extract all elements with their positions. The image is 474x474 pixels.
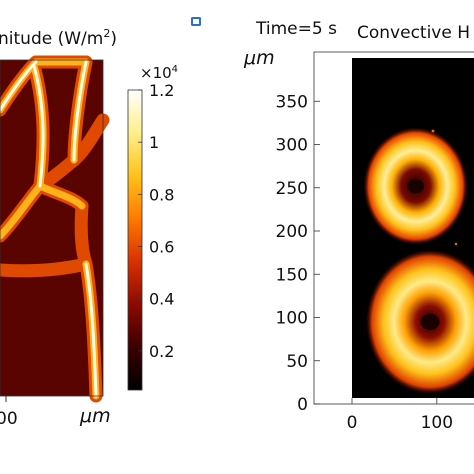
colorbar-tick-label: 1.2 xyxy=(149,81,174,100)
speckle xyxy=(454,242,458,246)
colorbar-tick-label: 1 xyxy=(149,133,159,152)
colorbar-tick-label: 0.8 xyxy=(149,185,174,204)
y-tick-label: 0 xyxy=(297,395,308,415)
left-x-unit: μm xyxy=(79,405,111,427)
right-title: Convective H xyxy=(357,23,470,43)
colorbar-tick-label: 0.2 xyxy=(149,342,174,361)
colorbar-exponent: ×104 xyxy=(140,64,178,82)
right-y-axis: 0 50 100 150 200 250 300 350 xyxy=(276,92,320,415)
left-heatmap-frame xyxy=(0,59,104,397)
y-tick-label: 50 xyxy=(286,352,308,372)
right-panel: Time=5 s Convective H μm 0 50 100 150 200 250… xyxy=(243,19,474,433)
time-label: Time=5 s xyxy=(255,19,337,39)
colorbar-tick-label: 0.6 xyxy=(149,238,174,257)
hotspot-lower-core xyxy=(420,313,440,331)
colorbar: ×104 1.2 1 0.8 0.6 0.4 0.2 xyxy=(127,64,178,391)
hotspot-upper-core xyxy=(407,178,424,194)
right-axes-frame xyxy=(313,51,474,405)
colorbar-ticks: 1.2 1 0.8 0.6 0.4 0.2 xyxy=(138,81,174,361)
left-panel: nitude (W/m2) xyxy=(0,27,178,429)
left-x-tick-label: 00 xyxy=(0,409,18,429)
y-tick-label: 300 xyxy=(276,136,308,156)
right-heatmap xyxy=(352,58,474,398)
left-title: nitude (W/m2) xyxy=(0,27,117,49)
cell-boundary-network xyxy=(0,55,110,403)
right-x-axis: 0 100 xyxy=(347,398,453,433)
right-y-unit: μm xyxy=(243,47,275,69)
y-tick-label: 200 xyxy=(276,222,308,242)
window-control-icon[interactable] xyxy=(191,17,201,26)
colorbar-strip xyxy=(127,89,143,391)
y-tick-label: 100 xyxy=(276,309,308,329)
x-tick-label: 0 xyxy=(347,413,358,433)
y-tick-label: 350 xyxy=(276,92,308,112)
colorbar-tick-label: 0.4 xyxy=(149,290,174,309)
left-heatmap xyxy=(0,55,110,403)
y-tick-label: 250 xyxy=(276,179,308,199)
speckle xyxy=(431,129,435,133)
hotspot-lower xyxy=(365,249,474,395)
y-tick-label: 150 xyxy=(276,265,308,285)
x-tick-label: 100 xyxy=(421,413,453,433)
